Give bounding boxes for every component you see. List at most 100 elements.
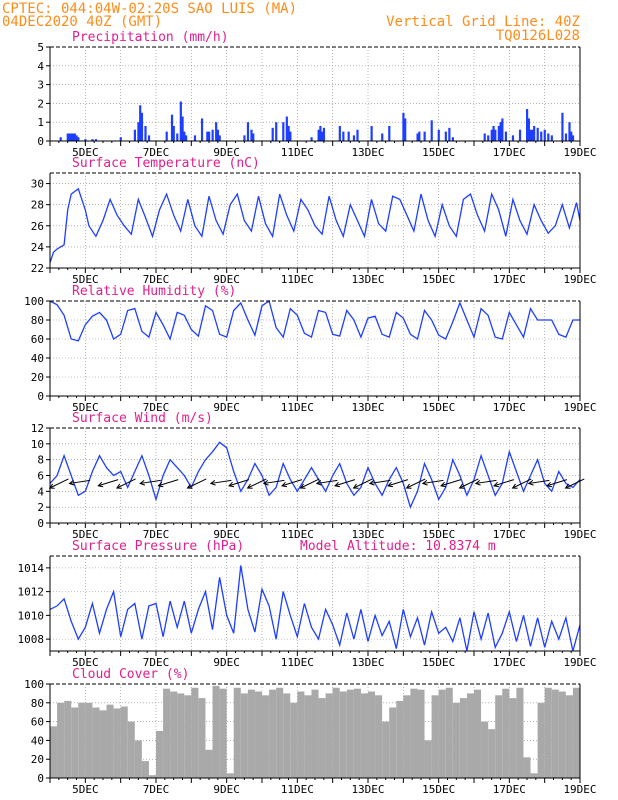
cloud-bar (339, 691, 347, 778)
wind-arrow-head (334, 481, 341, 488)
x-tick-label: 19DEC (563, 273, 596, 286)
x-tick-label: 17DEC (493, 528, 526, 541)
precip-bar (352, 135, 356, 141)
cloud-bar (113, 708, 121, 778)
x-tick-label: 13DEC (351, 273, 384, 286)
precip-bar (218, 135, 221, 141)
wind-arrow (369, 479, 391, 484)
x-tick-label: 15DEC (422, 528, 455, 541)
precip-bar (529, 129, 532, 141)
cloud-bar (530, 773, 538, 778)
precip-bar (568, 122, 571, 141)
cloud-bar (127, 721, 135, 778)
precip-bar (185, 135, 188, 141)
precip-bar (540, 131, 543, 141)
wind-arrow-head (209, 480, 216, 486)
x-tick-label: 9DEC (213, 528, 240, 541)
wind-arrow-head (546, 481, 553, 488)
precip-bar (483, 133, 486, 141)
x-tick-label: 19DEC (563, 528, 596, 541)
y-tick-label: 40 (31, 734, 44, 747)
cloud-bar (396, 700, 404, 778)
wind-arrow (228, 479, 250, 487)
precip-bar (206, 131, 209, 141)
wind-arrow-head (368, 480, 375, 486)
y-tick-label: 1012 (18, 586, 45, 599)
precip-bar (550, 135, 553, 141)
x-tick-label: 5DEC (72, 528, 99, 541)
x-tick-label: 5DEC (72, 656, 99, 669)
precip-bar (84, 139, 87, 141)
wind-arrow (158, 479, 179, 487)
precip-bar (416, 133, 419, 141)
precip-bar (487, 135, 490, 141)
precip-bar (504, 131, 507, 141)
precip-bar (215, 122, 218, 141)
cloud-bar (198, 698, 206, 778)
cloud-bar (290, 702, 298, 778)
cloud-bar (417, 689, 425, 778)
precip-bar (402, 112, 405, 141)
y-tick-label: 28 (31, 199, 44, 212)
y-tick-label: 26 (31, 220, 44, 233)
cloud-bar (163, 688, 171, 778)
cloud-bar (269, 689, 277, 778)
header-grid-line: Vertical Grid Line: 40Z (386, 14, 580, 30)
precip-bar (437, 129, 440, 141)
precip-bar (444, 131, 447, 141)
panel-rh: 0 20 40 60 80 100 5DEC 7DEC 9DEC 11DEC 13DEC 15DEC 1… (24, 284, 596, 414)
precip-bar (119, 137, 122, 141)
wind-arrow (300, 478, 320, 489)
y-tick-label: 0 (37, 390, 44, 403)
y-tick-label: 30 (31, 178, 44, 191)
cloud-bar (205, 749, 213, 778)
precip-bar (144, 125, 147, 141)
y-tick-label: 1010 (18, 609, 45, 622)
rh-line (49, 299, 580, 342)
x-tick-label: 11DEC (281, 528, 314, 541)
precip-bar (497, 125, 500, 141)
wind-arrow-head (352, 483, 359, 489)
cloud-bar (276, 687, 284, 778)
precip-title: Precipitation (mm/h) (72, 30, 229, 45)
cloud-bar (325, 693, 333, 778)
y-tick-label: 1014 (18, 562, 45, 575)
y-tick-label: 24 (31, 241, 45, 254)
y-tick-label: 20 (31, 753, 44, 766)
precip-bar (547, 133, 550, 141)
wind-line (49, 441, 581, 510)
precip-bar (527, 118, 530, 141)
wind-arrow-head (228, 481, 235, 488)
y-tick-label: 60 (31, 333, 44, 346)
precip-bar (59, 137, 62, 141)
cloud-bar (78, 702, 86, 778)
cloud-bar (466, 693, 474, 778)
wind-arrow-head (315, 480, 322, 486)
cloud-bar (558, 691, 566, 778)
precip-bar (501, 118, 504, 141)
cloud-bar (99, 710, 107, 778)
precip-bar (289, 131, 292, 141)
precip-bar (243, 135, 246, 141)
precip-bar (564, 133, 568, 141)
x-tick-label: 5DEC (72, 401, 99, 414)
y-tick-label: 1008 (18, 633, 45, 646)
precip-bar (133, 129, 136, 141)
precip-bar (404, 118, 407, 141)
y-tick-label: 6 (37, 470, 44, 483)
x-tick-label: 19DEC (563, 146, 596, 159)
wind-arrow (440, 479, 462, 487)
x-tick-label: 5DEC (72, 783, 99, 796)
rh-title: Relative Humidity (%) (72, 284, 236, 299)
wind-arrow-head (246, 483, 253, 489)
cloud-bar (452, 702, 460, 778)
panel-cloud: 0 20 40 60 80 100 5DEC 7DEC 9DEC 11DEC 13DEC 15DEC 1… (24, 667, 596, 796)
precip-bar (68, 133, 71, 141)
y-tick-label: 60 (31, 716, 44, 729)
precip-bar (91, 139, 94, 141)
cloud-bar (106, 704, 114, 778)
wind-arrow (334, 479, 356, 487)
wind-arrow-head (139, 480, 146, 486)
cloud-bar (382, 721, 390, 778)
